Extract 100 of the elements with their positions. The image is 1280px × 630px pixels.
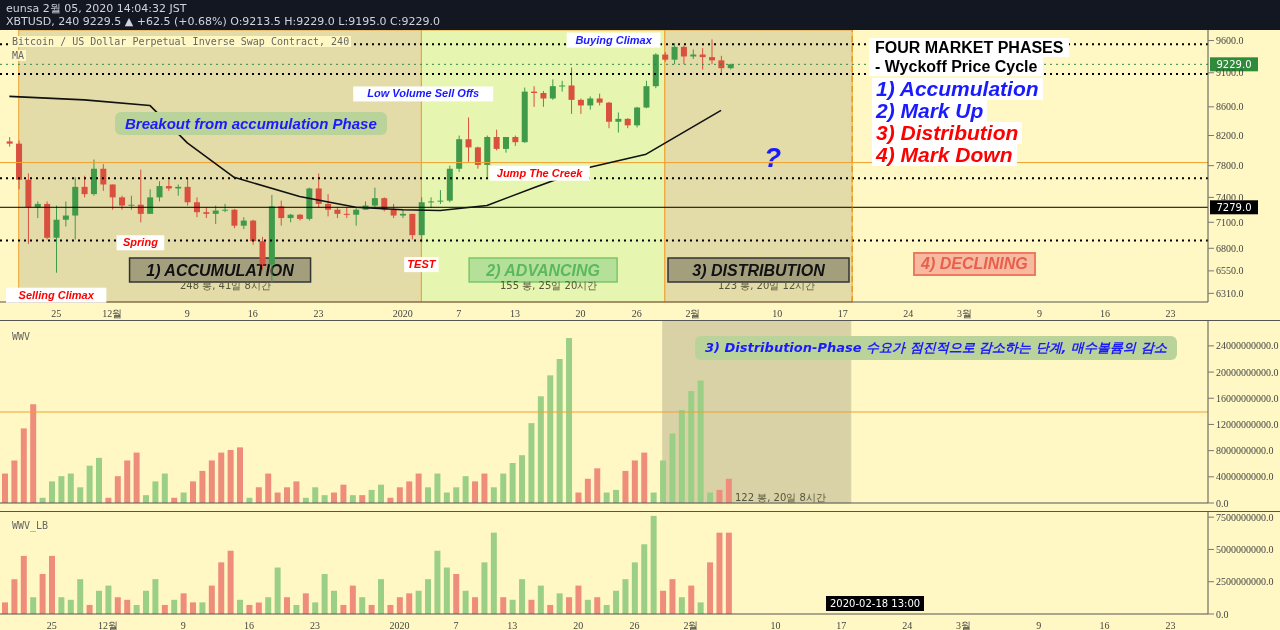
bar — [453, 573, 460, 614]
bar — [124, 599, 131, 614]
x-tick-label: 9 — [180, 620, 186, 630]
bar — [218, 562, 225, 614]
x-tick-label: 3월 — [956, 620, 972, 630]
candlestick — [709, 38, 716, 65]
bar — [105, 585, 112, 614]
y-tick-label: 6310.0 — [1216, 287, 1244, 299]
bar — [415, 473, 422, 503]
y-tick-label: 7500000000.0 — [1216, 511, 1274, 523]
bar — [631, 562, 638, 614]
bar — [2, 602, 8, 614]
bar — [331, 590, 338, 614]
bar — [584, 599, 591, 614]
x-tick-label: 23 — [313, 308, 324, 320]
candlestick — [212, 205, 219, 225]
bar — [584, 478, 591, 503]
bar — [556, 358, 563, 503]
bar — [378, 579, 385, 614]
y-tick-label: 8200.0 — [1216, 130, 1244, 142]
bar — [490, 532, 497, 614]
bar — [237, 447, 244, 503]
annotation: 248 봉, 41일 8시간 — [180, 279, 271, 293]
bar — [641, 452, 648, 503]
x-tick-label: 9 — [1036, 620, 1042, 630]
bar — [39, 573, 46, 614]
candlestick — [568, 67, 575, 115]
bar — [199, 470, 206, 503]
bar — [462, 590, 469, 614]
y-tick-label: 0.0 — [1216, 608, 1229, 620]
y-tick-label: 5000000000.0 — [1216, 543, 1274, 555]
x-tick-label: 7 — [456, 308, 462, 320]
x-tick-label: 12월 — [98, 620, 119, 630]
bar — [519, 579, 526, 614]
bar — [180, 593, 187, 614]
y-tick-label: 9600.0 — [1216, 35, 1244, 47]
candlestick — [156, 180, 163, 202]
bar — [284, 487, 291, 503]
annotation: Breakout from accumulation Phase — [115, 112, 387, 135]
bar — [716, 532, 723, 614]
bar — [190, 602, 197, 614]
x-tick-label: 23 — [1165, 620, 1176, 630]
candlestick — [606, 101, 612, 129]
bar — [237, 599, 244, 614]
annotation: WWV_LB — [10, 520, 51, 531]
bar — [650, 515, 657, 614]
bar — [227, 550, 234, 614]
x-tick-label: 7 — [453, 620, 459, 630]
bar — [349, 585, 356, 614]
bar — [453, 487, 460, 503]
candlestick — [428, 196, 435, 209]
bar — [509, 463, 516, 503]
x-tick-label: 12월 — [102, 308, 123, 320]
bar — [11, 460, 18, 503]
bar — [481, 562, 488, 614]
x-tick-label: 24 — [902, 620, 913, 630]
bar — [396, 597, 403, 614]
bar — [321, 573, 328, 614]
x-tick-label: 10 — [770, 620, 781, 630]
annotation: Bitcoin / US Dollar Perpetual Inverse Swap Contract, 240 — [10, 36, 352, 47]
annotation: 4) DECLINING — [913, 252, 1036, 276]
bar — [500, 597, 507, 614]
candlestick — [231, 208, 238, 229]
x-tick-label: 2020 — [392, 308, 413, 320]
bar — [688, 585, 695, 614]
annotation: 122 봉, 20일 8시간 — [735, 491, 826, 505]
candlestick — [409, 213, 416, 240]
bar — [114, 597, 121, 614]
candlestick — [680, 45, 687, 65]
bar — [58, 597, 65, 614]
annotation: TEST — [407, 258, 437, 271]
bar — [284, 597, 291, 614]
bar — [152, 579, 159, 614]
bar — [472, 597, 479, 614]
bar — [77, 579, 84, 614]
bar — [594, 468, 601, 503]
x-tick-label: 17 — [837, 308, 848, 320]
bar — [434, 550, 441, 614]
bar — [678, 410, 685, 503]
text: eunsa 2월 05, 2020 14:04:32 JST — [6, 1, 187, 16]
bar — [49, 481, 55, 503]
y-tick-label: 24000000000.0 — [1216, 340, 1279, 352]
candlestick — [643, 80, 650, 109]
annotation: FOUR MARKET PHASES — [869, 38, 1070, 57]
bar — [641, 544, 648, 614]
x-tick-label: 9 — [1036, 308, 1042, 320]
x-tick-label: 20 — [573, 620, 584, 630]
bar — [443, 567, 450, 614]
x-tick-label: 3월 — [957, 308, 973, 320]
bar — [20, 555, 27, 614]
bar — [594, 597, 601, 614]
bar — [218, 452, 225, 503]
annotation: Jump The Creek — [496, 166, 584, 179]
x-tick-label: 9 — [184, 308, 190, 320]
bar — [114, 476, 121, 503]
bar — [359, 597, 366, 614]
bar — [58, 476, 65, 503]
candlestick — [615, 111, 622, 134]
y-tick-label: 7800.0 — [1216, 160, 1244, 172]
candlestick — [81, 175, 88, 198]
